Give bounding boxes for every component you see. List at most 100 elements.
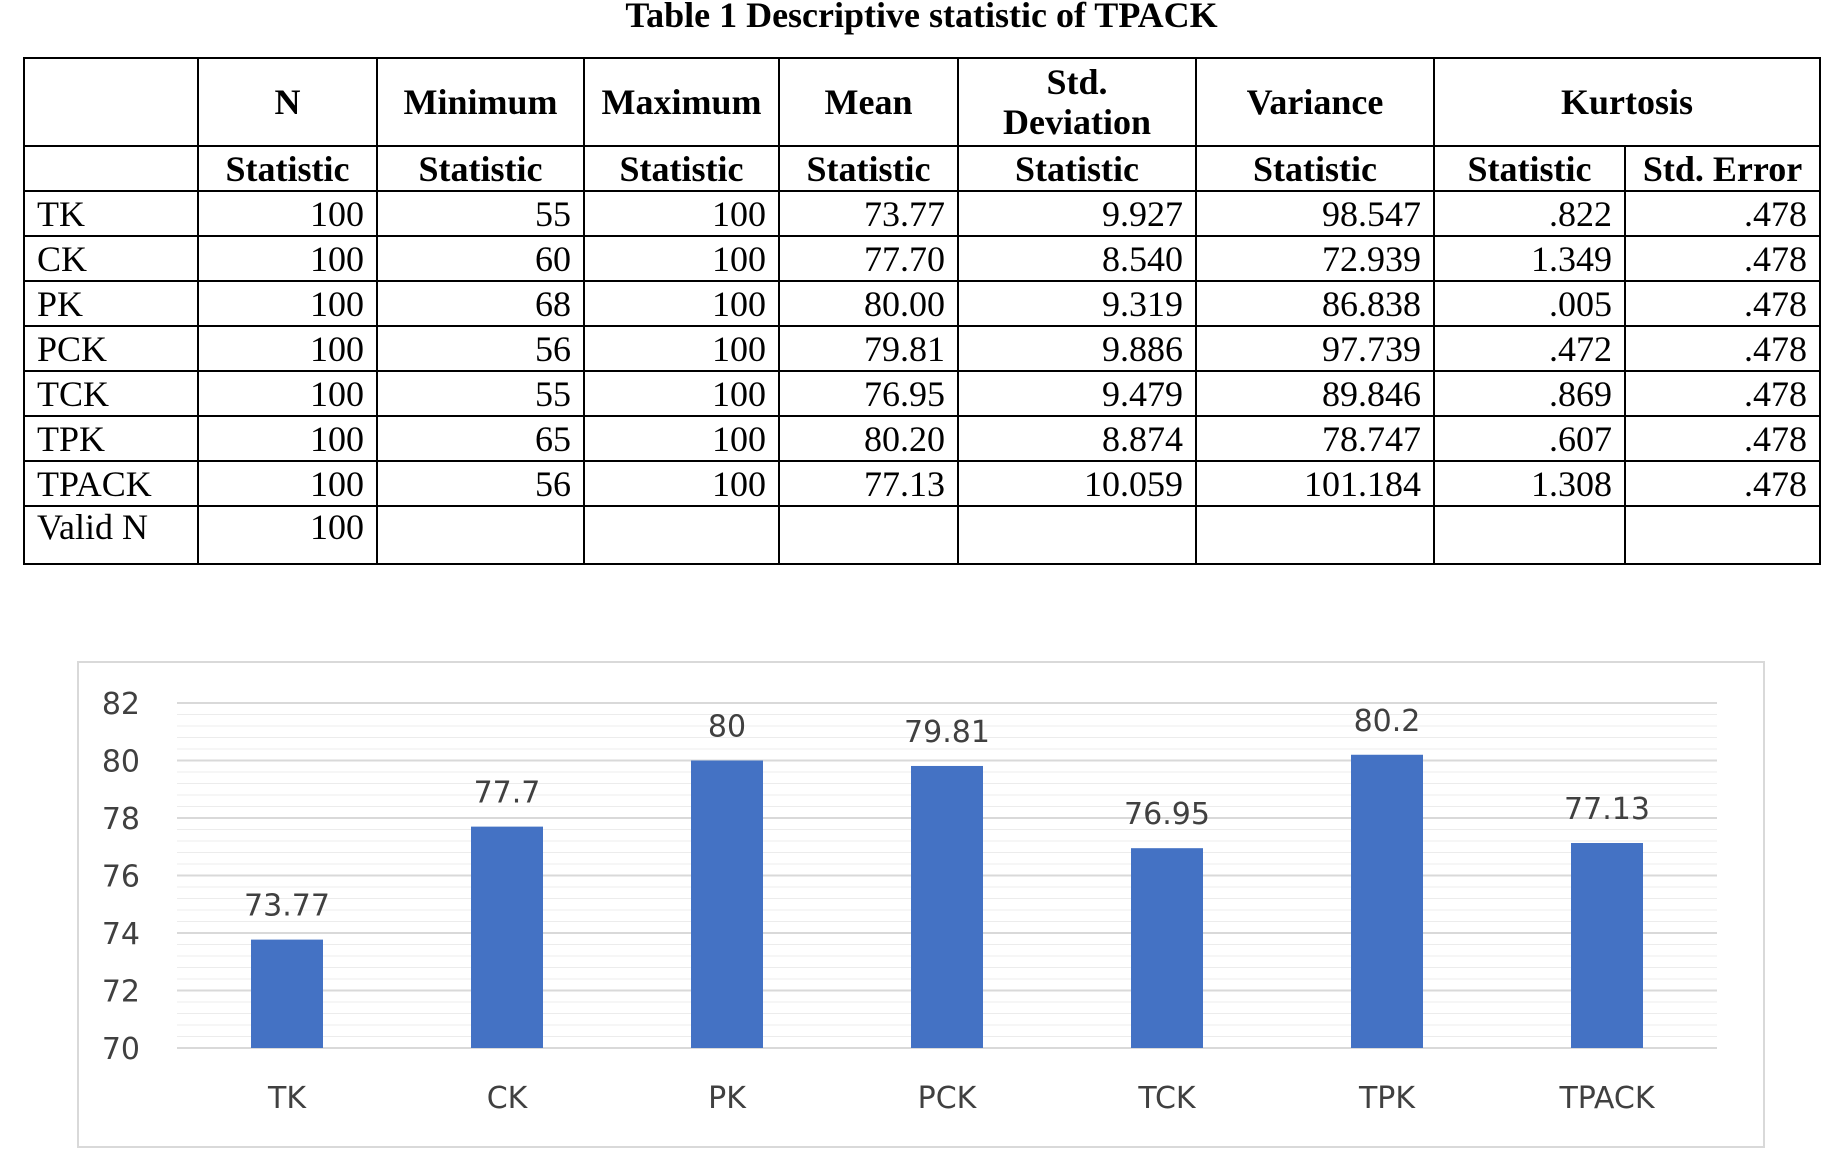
table-cell: 98.547 — [1195, 190, 1435, 237]
row-label: TPACK — [23, 460, 199, 507]
table-cell: 100 — [197, 190, 378, 237]
table-cell: 55 — [376, 370, 585, 417]
bar — [691, 760, 763, 1048]
table-cell — [583, 505, 780, 565]
table-cell: 100 — [583, 415, 780, 462]
bar — [1571, 843, 1643, 1048]
table-cell: 100 — [583, 280, 780, 327]
table-cell: .478 — [1623, 280, 1822, 327]
table-row: TCK 100 55 100 76.95 9.479 89.846.869.478 — [23, 370, 1822, 417]
table-cell: .478 — [1623, 325, 1822, 372]
column-subheader: Statistic — [957, 145, 1197, 192]
row-label: PK — [23, 280, 199, 327]
table-cell: .472 — [1433, 325, 1626, 372]
bar — [251, 939, 323, 1048]
data-label: 76.95 — [1124, 797, 1210, 832]
table-caption: Table 1 Descriptive statistic of TPACK — [625, 0, 1218, 35]
table-cell: 100 — [197, 415, 378, 462]
table-row: PCK 100 56 100 79.81 9.886 97.739.472.478 — [23, 325, 1822, 372]
table-cell: .478 — [1623, 415, 1822, 462]
column-header: Mean — [778, 57, 959, 147]
table-cell: 80.20 — [778, 415, 959, 462]
table-cell: 77.70 — [778, 235, 959, 282]
table-cell: 100 — [583, 370, 780, 417]
table-cell: .478 — [1623, 190, 1822, 237]
table-cell: 8.874 — [957, 415, 1197, 462]
x-tick-label: TK — [267, 1081, 307, 1116]
column-subheader: Statistic — [583, 145, 780, 192]
y-tick-label: 74 — [102, 917, 140, 952]
table-cell: .822 — [1433, 190, 1626, 237]
table-cell: 76.95 — [778, 370, 959, 417]
table-cell: 78.747 — [1195, 415, 1435, 462]
descriptive-statistics-table: N Minimum Maximum Mean Std. Deviation Va… — [23, 57, 1822, 565]
row-label: TCK — [23, 370, 199, 417]
table-cell: .869 — [1433, 370, 1626, 417]
column-subheader: Statistic — [1433, 145, 1626, 192]
table-cell — [376, 505, 585, 565]
column-subheader: Statistic — [376, 145, 585, 192]
table-cell: .005 — [1433, 280, 1626, 327]
x-tick-label: TCK — [1137, 1081, 1197, 1116]
column-header: Std. Deviation — [957, 57, 1197, 147]
table-cell: 100 — [197, 280, 378, 327]
table-row: TPK 100 65 100 80.20 8.874 78.747.607.478 — [23, 415, 1822, 462]
data-label: 77.7 — [474, 776, 541, 811]
column-header: N — [197, 57, 378, 147]
table-cell: 9.927 — [957, 190, 1197, 237]
table-cell: 100 — [197, 370, 378, 417]
table-cell: 8.540 — [957, 235, 1197, 282]
table-cell: 101.184 — [1195, 460, 1435, 507]
table-cell — [1195, 505, 1435, 565]
table-cell: 100 — [583, 235, 780, 282]
column-subheader: Statistic — [778, 145, 959, 192]
table-cell: 100 — [197, 235, 378, 282]
table-cell: 79.81 — [778, 325, 959, 372]
subheader-corner — [23, 145, 199, 192]
data-label: 79.81 — [904, 715, 990, 750]
table-cell: .478 — [1623, 370, 1822, 417]
data-label: 73.77 — [244, 889, 330, 924]
x-tick-label: PK — [708, 1081, 747, 1116]
table-cell: 100 — [583, 460, 780, 507]
table-row: TPACK 100 56 100 77.13 10.059 101.184 1.308.478 — [23, 460, 1822, 507]
table-cell: 56 — [376, 325, 585, 372]
y-tick-label: 82 — [102, 687, 140, 722]
table-cell: 55 — [376, 190, 585, 237]
y-tick-label: 76 — [102, 860, 140, 895]
row-label: PCK — [23, 325, 199, 372]
table-row: Valid N 100 — [23, 505, 1822, 565]
table-cell: 10.059 — [957, 460, 1197, 507]
y-tick-label: 72 — [102, 975, 140, 1010]
table-cell — [778, 505, 959, 565]
x-tick-label: TPACK — [1558, 1081, 1655, 1116]
table-cell: .607 — [1433, 415, 1626, 462]
data-label: 80 — [708, 710, 746, 745]
table-cell: 60 — [376, 235, 585, 282]
bar — [911, 765, 983, 1048]
table-cell — [957, 505, 1197, 565]
table-row: TK 100 55 100 73.77 9.927 98.547.822.478 — [23, 190, 1822, 237]
table-cell — [1623, 505, 1822, 565]
table-cell: 72.939 — [1195, 235, 1435, 282]
column-header: Kurtosis — [1432, 57, 1822, 147]
table-row: CK 100 60 100 77.70 8.540 72.939 1.349.478 — [23, 235, 1822, 282]
column-header: Variance — [1195, 57, 1435, 147]
table-cell: 100 — [197, 325, 378, 372]
table-cell: .478 — [1623, 460, 1822, 507]
table-cell: 86.838 — [1195, 280, 1435, 327]
table-cell: 89.846 — [1195, 370, 1435, 417]
table-cell: 1.308 — [1433, 460, 1626, 507]
x-tick-label: TPK — [1358, 1081, 1416, 1116]
table-cell: 73.77 — [778, 190, 959, 237]
column-subheader: Statistic — [197, 145, 378, 192]
table-cell: 100 — [197, 460, 378, 507]
table-cell: 56 — [376, 460, 585, 507]
table-row: PK 100 68 100 80.00 9.319 86.838.005.478 — [23, 280, 1822, 327]
table-cell: 80.00 — [778, 280, 959, 327]
table-cell: 77.13 — [778, 460, 959, 507]
table-cell: 9.479 — [957, 370, 1197, 417]
x-tick-label: PCK — [918, 1081, 978, 1116]
row-label: Valid N — [23, 505, 199, 565]
